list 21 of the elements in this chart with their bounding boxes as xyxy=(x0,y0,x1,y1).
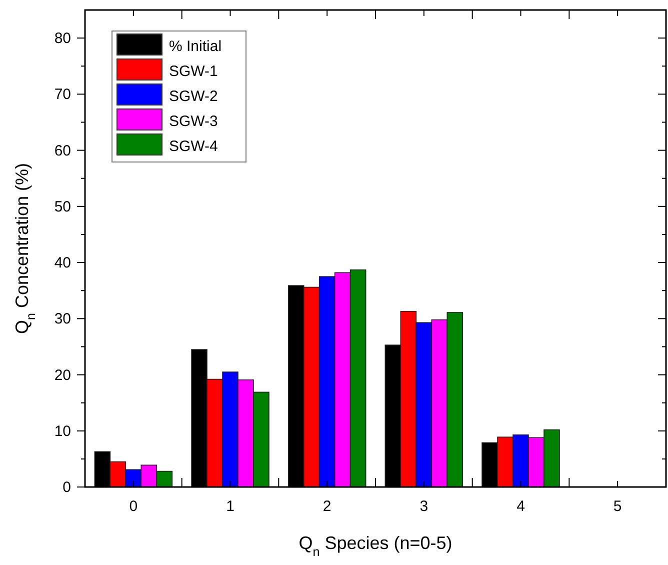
x-tick-label: 3 xyxy=(420,498,428,515)
legend-label: % Initial xyxy=(169,38,222,55)
x-axis-title: Q$_{n}$ Species (n=0-5) xyxy=(298,533,452,559)
legend-label: SGW-1 xyxy=(169,63,218,80)
y-tick-label: 20 xyxy=(54,366,71,384)
y-tick-label: 10 xyxy=(54,422,71,440)
y-tick-label: 60 xyxy=(54,142,71,160)
y-tick-label: 0 xyxy=(62,479,71,496)
legend-label: SGW-2 xyxy=(169,88,218,105)
y-tick-label: 70 xyxy=(54,86,71,104)
y-tick-label: 50 xyxy=(54,198,71,216)
x-tick-label: 1 xyxy=(226,498,234,515)
x-tick-label: 0 xyxy=(129,498,138,515)
y-tick-label: 30 xyxy=(54,310,71,328)
legend-label: SGW-4 xyxy=(169,138,218,155)
y-tick-label: 40 xyxy=(54,254,71,272)
y-tick-label: 80 xyxy=(54,30,71,48)
x-tick-label: 2 xyxy=(322,498,332,515)
x-tick-label: 5 xyxy=(613,498,622,515)
x-tick-label: 4 xyxy=(516,498,525,515)
legend-label: SGW-3 xyxy=(169,113,218,130)
